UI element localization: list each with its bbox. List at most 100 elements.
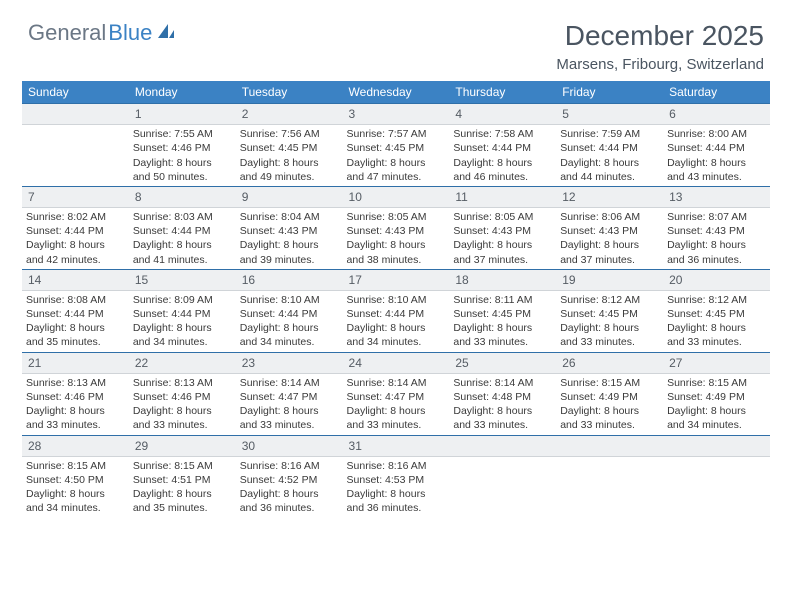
daylight-text: Daylight: 8 hours and 33 minutes.: [347, 404, 446, 432]
sunrise-text: Sunrise: 8:04 AM: [240, 210, 339, 224]
day-number-row: 28293031: [22, 435, 770, 456]
day-number-cell: 13: [663, 186, 770, 207]
weekday-header: Tuesday: [236, 81, 343, 104]
sunrise-text: Sunrise: 8:13 AM: [26, 376, 125, 390]
sunset-text: Sunset: 4:43 PM: [347, 224, 446, 238]
day-detail-cell: Sunrise: 8:03 AMSunset: 4:44 PMDaylight:…: [129, 208, 236, 270]
day-detail-cell: Sunrise: 8:16 AMSunset: 4:52 PMDaylight:…: [236, 456, 343, 517]
sunset-text: Sunset: 4:44 PM: [26, 224, 125, 238]
day-detail-cell: Sunrise: 7:56 AMSunset: 4:45 PMDaylight:…: [236, 125, 343, 187]
day-number-cell: 7: [22, 186, 129, 207]
day-number-cell: [663, 435, 770, 456]
sunset-text: Sunset: 4:45 PM: [453, 307, 552, 321]
logo: GeneralBlue: [28, 20, 176, 46]
daylight-text: Daylight: 8 hours and 46 minutes.: [453, 156, 552, 184]
sunset-text: Sunset: 4:43 PM: [240, 224, 339, 238]
day-number-cell: 8: [129, 186, 236, 207]
daylight-text: Daylight: 8 hours and 33 minutes.: [26, 404, 125, 432]
daylight-text: Daylight: 8 hours and 33 minutes.: [453, 321, 552, 349]
logo-sail-icon: [156, 20, 176, 46]
sunset-text: Sunset: 4:50 PM: [26, 473, 125, 487]
daylight-text: Daylight: 8 hours and 33 minutes.: [667, 321, 766, 349]
sunset-text: Sunset: 4:49 PM: [560, 390, 659, 404]
daylight-text: Daylight: 8 hours and 42 minutes.: [26, 238, 125, 266]
sunset-text: Sunset: 4:44 PM: [133, 307, 232, 321]
sunset-text: Sunset: 4:48 PM: [453, 390, 552, 404]
sunrise-text: Sunrise: 8:15 AM: [667, 376, 766, 390]
daylight-text: Daylight: 8 hours and 44 minutes.: [560, 156, 659, 184]
sunrise-text: Sunrise: 8:11 AM: [453, 293, 552, 307]
weekday-header: Thursday: [449, 81, 556, 104]
daylight-text: Daylight: 8 hours and 34 minutes.: [667, 404, 766, 432]
weekday-header: Wednesday: [343, 81, 450, 104]
day-detail-cell: Sunrise: 8:15 AMSunset: 4:49 PMDaylight:…: [556, 373, 663, 435]
day-detail-cell: Sunrise: 8:05 AMSunset: 4:43 PMDaylight:…: [343, 208, 450, 270]
day-detail-cell: Sunrise: 8:13 AMSunset: 4:46 PMDaylight:…: [22, 373, 129, 435]
day-number-cell: 31: [343, 435, 450, 456]
day-number-cell: 23: [236, 352, 343, 373]
day-number-cell: 10: [343, 186, 450, 207]
day-detail-cell: Sunrise: 8:05 AMSunset: 4:43 PMDaylight:…: [449, 208, 556, 270]
day-number-cell: 14: [22, 269, 129, 290]
day-detail-row: Sunrise: 8:13 AMSunset: 4:46 PMDaylight:…: [22, 373, 770, 435]
sunrise-text: Sunrise: 8:06 AM: [560, 210, 659, 224]
sunset-text: Sunset: 4:44 PM: [26, 307, 125, 321]
day-number-cell: 19: [556, 269, 663, 290]
day-number-cell: 29: [129, 435, 236, 456]
day-detail-cell: Sunrise: 8:10 AMSunset: 4:44 PMDaylight:…: [236, 290, 343, 352]
day-detail-row: Sunrise: 8:08 AMSunset: 4:44 PMDaylight:…: [22, 290, 770, 352]
sunrise-text: Sunrise: 8:16 AM: [240, 459, 339, 473]
day-number-cell: 18: [449, 269, 556, 290]
daylight-text: Daylight: 8 hours and 37 minutes.: [453, 238, 552, 266]
daylight-text: Daylight: 8 hours and 33 minutes.: [560, 404, 659, 432]
sunrise-text: Sunrise: 8:02 AM: [26, 210, 125, 224]
sunrise-text: Sunrise: 8:12 AM: [667, 293, 766, 307]
weekday-header: Friday: [556, 81, 663, 104]
sunrise-text: Sunrise: 8:05 AM: [453, 210, 552, 224]
day-number-cell: 28: [22, 435, 129, 456]
daylight-text: Daylight: 8 hours and 35 minutes.: [26, 321, 125, 349]
day-detail-cell: [663, 456, 770, 517]
sunset-text: Sunset: 4:46 PM: [26, 390, 125, 404]
sunset-text: Sunset: 4:47 PM: [240, 390, 339, 404]
calendar-table: SundayMondayTuesdayWednesdayThursdayFrid…: [22, 81, 770, 517]
weekday-header: Saturday: [663, 81, 770, 104]
day-detail-cell: Sunrise: 7:58 AMSunset: 4:44 PMDaylight:…: [449, 125, 556, 187]
sunset-text: Sunset: 4:43 PM: [560, 224, 659, 238]
location-text: Marsens, Fribourg, Switzerland: [556, 56, 764, 73]
sunset-text: Sunset: 4:46 PM: [133, 390, 232, 404]
day-number-cell: 16: [236, 269, 343, 290]
sunrise-text: Sunrise: 8:13 AM: [133, 376, 232, 390]
weekday-header: Sunday: [22, 81, 129, 104]
daylight-text: Daylight: 8 hours and 36 minutes.: [240, 487, 339, 515]
sunrise-text: Sunrise: 8:14 AM: [453, 376, 552, 390]
sunset-text: Sunset: 4:44 PM: [133, 224, 232, 238]
day-number-row: 14151617181920: [22, 269, 770, 290]
day-detail-cell: [556, 456, 663, 517]
sunset-text: Sunset: 4:45 PM: [347, 141, 446, 155]
daylight-text: Daylight: 8 hours and 43 minutes.: [667, 156, 766, 184]
day-detail-cell: Sunrise: 8:13 AMSunset: 4:46 PMDaylight:…: [129, 373, 236, 435]
day-detail-cell: Sunrise: 8:12 AMSunset: 4:45 PMDaylight:…: [556, 290, 663, 352]
day-detail-cell: Sunrise: 7:55 AMSunset: 4:46 PMDaylight:…: [129, 125, 236, 187]
day-detail-row: Sunrise: 8:02 AMSunset: 4:44 PMDaylight:…: [22, 208, 770, 270]
day-detail-cell: Sunrise: 8:10 AMSunset: 4:44 PMDaylight:…: [343, 290, 450, 352]
day-detail-cell: Sunrise: 8:11 AMSunset: 4:45 PMDaylight:…: [449, 290, 556, 352]
sunrise-text: Sunrise: 8:14 AM: [347, 376, 446, 390]
daylight-text: Daylight: 8 hours and 35 minutes.: [133, 487, 232, 515]
daylight-text: Daylight: 8 hours and 38 minutes.: [347, 238, 446, 266]
daylight-text: Daylight: 8 hours and 41 minutes.: [133, 238, 232, 266]
day-number-cell: 9: [236, 186, 343, 207]
sunrise-text: Sunrise: 7:57 AM: [347, 127, 446, 141]
day-detail-row: Sunrise: 8:15 AMSunset: 4:50 PMDaylight:…: [22, 456, 770, 517]
sunset-text: Sunset: 4:51 PM: [133, 473, 232, 487]
day-detail-cell: [449, 456, 556, 517]
day-number-cell: 26: [556, 352, 663, 373]
daylight-text: Daylight: 8 hours and 34 minutes.: [26, 487, 125, 515]
day-number-cell: 15: [129, 269, 236, 290]
day-number-cell: 21: [22, 352, 129, 373]
sunset-text: Sunset: 4:52 PM: [240, 473, 339, 487]
day-number-row: 123456: [22, 104, 770, 125]
day-detail-cell: Sunrise: 8:08 AMSunset: 4:44 PMDaylight:…: [22, 290, 129, 352]
day-detail-cell: Sunrise: 8:16 AMSunset: 4:53 PMDaylight:…: [343, 456, 450, 517]
